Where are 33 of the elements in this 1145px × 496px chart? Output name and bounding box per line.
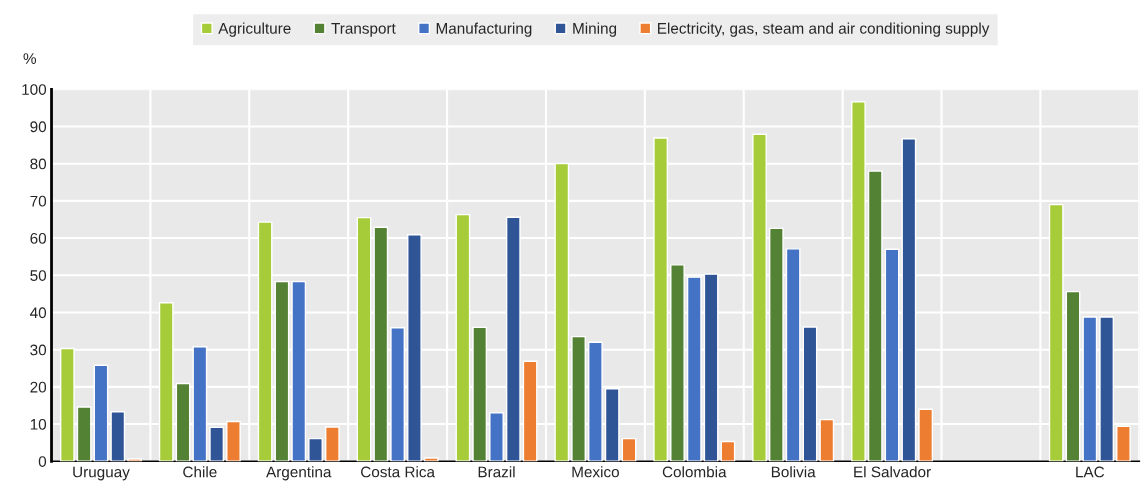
y-tick-label: 40	[30, 307, 47, 319]
y-axis-title: %	[23, 53, 37, 64]
y-tick-label: 90	[30, 121, 47, 133]
y-tick-label: 20	[30, 381, 47, 393]
bar	[423, 457, 439, 462]
x-tick-label: Argentina	[266, 466, 332, 481]
bar	[621, 437, 637, 462]
y-tick-label: 60	[30, 232, 47, 244]
x-tick-label: LAC	[1076, 466, 1105, 478]
bar	[209, 426, 225, 462]
legend-label: Transport	[331, 23, 396, 37]
x-tick-label: El Salvador	[854, 466, 931, 478]
x-tick-label: Colombia	[662, 466, 727, 478]
y-tick-label: 0	[38, 456, 47, 467]
x-tick-label: Bolivia	[771, 466, 816, 478]
x-tick-label: Brazil	[478, 466, 515, 478]
x-tick-label: Uruguay	[73, 466, 130, 481]
y-tick-label: 70	[30, 195, 47, 207]
y-tick-label: 30	[30, 344, 47, 356]
bar	[720, 440, 736, 462]
legend-label: Agriculture	[218, 22, 291, 37]
x-tick-label: Chile	[183, 466, 217, 478]
y-tick-label: 100	[22, 84, 47, 95]
legend-label: Manufacturing	[436, 22, 532, 37]
x-tick-label: Costa Rica	[361, 466, 435, 478]
y-tick-label: 80	[30, 158, 47, 170]
y-tick-label: 10	[30, 418, 47, 430]
y-tick-label: 50	[30, 270, 47, 281]
bar	[127, 458, 142, 462]
bar	[308, 437, 323, 462]
legend-label: Electricity, gas, steam and air conditioning supply	[658, 22, 990, 37]
x-tick-label: Mexico	[572, 466, 619, 478]
legend-label: Mining	[573, 22, 617, 37]
